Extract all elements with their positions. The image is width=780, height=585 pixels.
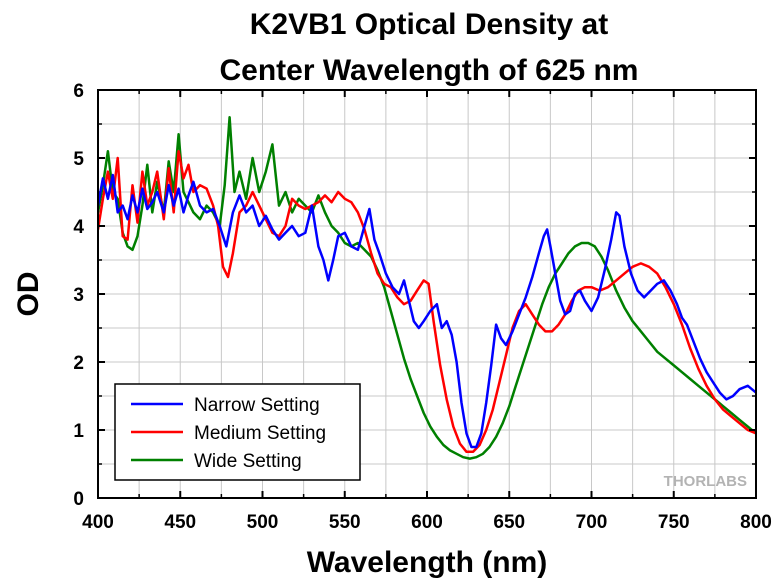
x-tick-label: 550 (329, 512, 361, 533)
x-tick-label: 600 (411, 512, 443, 533)
x-tick-label: 450 (164, 512, 196, 533)
series-lines (98, 115, 756, 460)
x-tick-label: 700 (576, 512, 608, 533)
legend-label-medium: Medium Setting (194, 423, 326, 444)
y-tick-label: 1 (73, 421, 84, 442)
x-tick-label: 650 (493, 512, 525, 533)
legend-item-narrow: Narrow Setting (131, 395, 320, 416)
y-tick-label: 2 (73, 353, 84, 374)
series-line-wide (98, 115, 756, 460)
y-tick-label: 4 (73, 217, 84, 238)
x-tick-label: 500 (247, 512, 279, 533)
y-axis-label: OD (12, 272, 45, 317)
series-line-narrow (98, 173, 756, 449)
series-line-medium (98, 149, 756, 454)
chart-title-line-2: Center Wavelength of 625 nm (220, 54, 639, 87)
grid-lines (98, 90, 756, 498)
y-tick-label: 6 (73, 81, 84, 102)
x-axis-ticks: 400 450 500 550 600 650 700 750 800 (82, 90, 772, 533)
x-tick-label: 800 (740, 512, 772, 533)
y-axis-ticks: 0 1 2 3 4 5 6 (73, 81, 756, 510)
y-tick-label: 0 (73, 489, 84, 510)
legend-item-wide: Wide Setting (131, 451, 302, 472)
legend: Narrow Setting Medium Setting Wide Setti… (114, 383, 361, 481)
x-axis-label: Wavelength (nm) (307, 546, 548, 579)
thorlabs-watermark: THORLABS (664, 473, 747, 490)
x-tick-label: 750 (658, 512, 690, 533)
y-tick-label: 5 (73, 149, 84, 170)
legend-item-medium: Medium Setting (131, 423, 326, 444)
x-tick-label: 400 (82, 512, 114, 533)
y-tick-label: 3 (73, 285, 84, 306)
chart-title-line-1: K2VB1 Optical Density at (250, 8, 608, 41)
legend-label-narrow: Narrow Setting (194, 395, 320, 416)
legend-label-wide: Wide Setting (194, 451, 302, 472)
